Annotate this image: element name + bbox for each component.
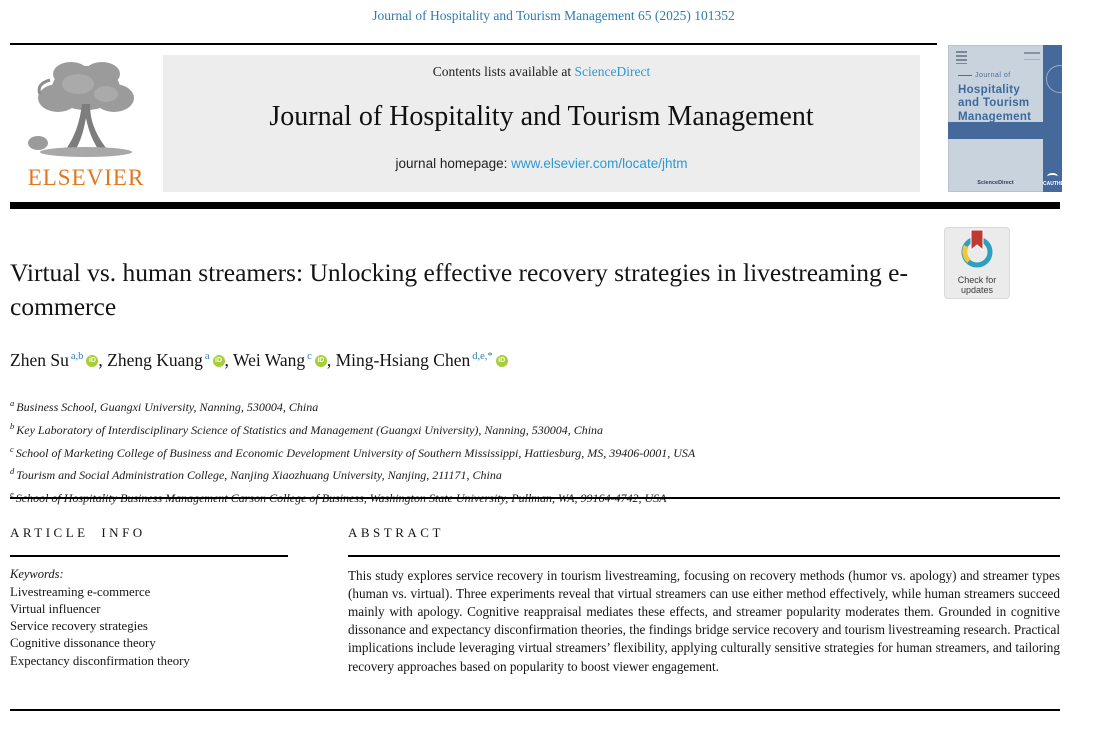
cover-title-text: Journal of (975, 72, 1011, 79)
affiliation: c School of Marketing College of Business… (10, 440, 695, 463)
abstract-text: This study explores service recovery in … (348, 567, 1060, 674)
cover-circle-ornament (1046, 65, 1074, 93)
keyword: Virtual influencer (10, 601, 101, 616)
author: Zhen Sua,b, (10, 350, 107, 370)
keywords-label: Keywords: (10, 566, 64, 581)
cauthe-swoosh-icon (1047, 173, 1058, 180)
keyword: Expectancy disconfirmation theory (10, 653, 190, 668)
affiliation: a Business School, Guangxi University, Na… (10, 394, 695, 417)
keyword: Cognitive dissonance theory (10, 636, 156, 651)
cover-crest-icon (956, 51, 967, 64)
affiliation-text: Business School, Guangxi University, Nan… (16, 400, 319, 414)
check-for-updates-badge[interactable]: Check for updates (944, 227, 1010, 299)
affiliation-text: Tourism and Social Administration Colleg… (16, 468, 502, 483)
contents-line: Contents lists available at ScienceDirec… (163, 64, 920, 80)
affiliation-sup: b (10, 420, 15, 431)
sciencedirect-link[interactable]: ScienceDirect (574, 64, 651, 79)
article-info-section: ARTICLE INFO Keywords: Livestreaming e-c… (10, 525, 288, 670)
affiliation-sup: d (10, 466, 15, 477)
article-info-header: ARTICLE INFO (10, 525, 146, 540)
cover-title-line: Hospitality (958, 83, 1021, 96)
homepage-prefix: journal homepage: (395, 156, 512, 171)
affiliations-bottom-rule (10, 497, 1060, 499)
affiliation: d Tourism and Social Administration Colle… (10, 462, 695, 485)
cover-issn-marks (1024, 52, 1040, 60)
orcid-icon[interactable] (86, 355, 99, 367)
cauthe-label: CAUTHE (1043, 181, 1064, 187)
elsevier-tree-icon (28, 62, 134, 157)
cover-title-line: Management (958, 110, 1032, 123)
author-separator: , (326, 350, 336, 370)
homepage-line: journal homepage: www.elsevier.com/locat… (163, 156, 920, 171)
abstract-header: ABSTRACT (348, 525, 444, 540)
author: Ming-Hsiang Chen d,e,* (336, 350, 508, 370)
journal-banner: Contents lists available at ScienceDirec… (163, 55, 920, 192)
elsevier-wordmark: ELSEVIER (27, 165, 145, 190)
article-info-rule (10, 555, 288, 557)
author-separator: , (98, 350, 108, 370)
author-name: Zhen Su (10, 350, 69, 370)
contents-prefix: Contents lists available at (432, 64, 575, 79)
author-affil-sup: a,b (70, 351, 84, 363)
elsevier-logo[interactable]: ELSEVIER (14, 50, 158, 196)
affiliation-sup: e (10, 489, 14, 500)
orcid-icon[interactable] (495, 355, 508, 367)
affiliation-text: Key Laboratory of Interdisciplinary Scie… (16, 422, 604, 437)
cover-side-band: CAUTHE (1043, 45, 1074, 192)
article-title: Virtual vs. human streamers: Unlocking e… (10, 258, 908, 321)
affiliation: b Key Laboratory of Interdisciplinary Sci… (10, 417, 695, 440)
check-for-updates-label: Check for updates (957, 275, 997, 295)
keyword: Livestreaming e-commerce (10, 584, 151, 599)
author-separator: , (224, 350, 233, 370)
author-name: Zheng Kuang (107, 350, 203, 370)
author-name: Ming-Hsiang Chen (335, 350, 471, 370)
crossmark-icon (961, 229, 993, 268)
journal-cover-thumbnail[interactable]: CAUTHE Journal of Hospitality and Touris… (948, 45, 1074, 192)
author-affil-sup: c (307, 351, 312, 363)
banner-journal-title: Journal of Hospitality and Tourism Manag… (269, 101, 814, 132)
affiliation-sup: c (10, 443, 14, 454)
cover-title-line: Journal of (958, 69, 1044, 83)
cover-sciencedirect-label: ScienceDirect (977, 180, 1014, 186)
cauthe-logo: CAUTHE (1043, 173, 1064, 187)
affiliation-list: a Business School, Guangxi University, Na… (10, 394, 695, 508)
abstract-section: ABSTRACT This study explores service rec… (348, 525, 1060, 676)
journal-citation: Journal of Hospitality and Tourism Manag… (372, 8, 735, 23)
cover-title-line: and Tourism (958, 97, 1030, 109)
top-rule (10, 43, 937, 45)
homepage-link[interactable]: www.elsevier.com/locate/jhtm (511, 156, 688, 171)
page-bottom-rule (10, 709, 1060, 711)
author-affil-sup: d,e,* (472, 351, 493, 363)
abstract-rule (348, 555, 1060, 557)
affiliation-sup: a (10, 398, 15, 408)
cover-band (948, 122, 1062, 139)
orcid-icon[interactable] (212, 355, 225, 367)
author-name: Wei Wang (232, 350, 306, 370)
author-affil-sup: a (204, 351, 210, 363)
cover-title: Journal of Hospitality and Tourism Manag… (958, 69, 1044, 124)
affiliation-text: School of Marketing College of Business … (15, 445, 696, 460)
orcid-icon[interactable] (314, 355, 327, 367)
banner-bottom-rule (10, 202, 1060, 209)
cover-dash (958, 74, 972, 76)
keyword: Service recovery strategies (10, 619, 148, 634)
